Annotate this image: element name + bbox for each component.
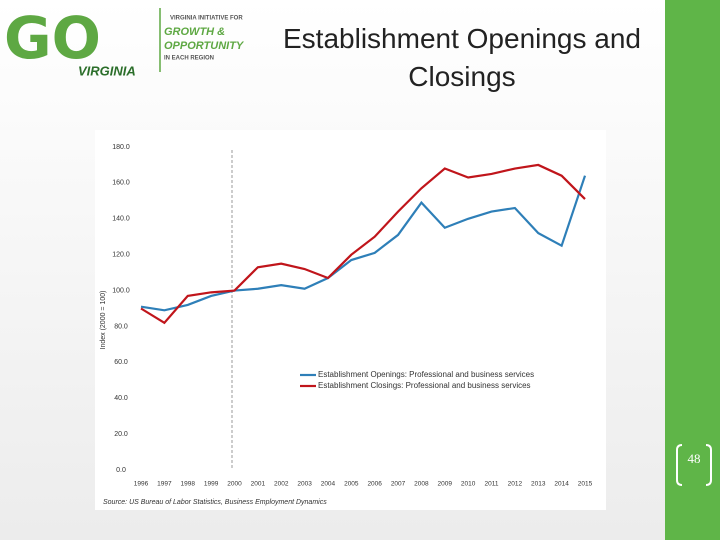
logo-line: OPPORTUNITY [164,40,245,52]
logo-line: GROWTH & [164,26,225,38]
x-tick-label: 1998 [181,481,196,488]
x-tick-label: 2008 [414,481,429,488]
x-tick-label: 2003 [297,481,312,488]
legend-label: Establishment Openings: Professional and… [318,370,534,379]
logo-state: VIRGINIA [78,63,136,78]
x-tick-label: 2015 [578,481,593,488]
x-tick-label: 2010 [461,481,476,488]
x-tick-label: 1997 [157,481,172,488]
y-tick-label: 100.0 [112,287,130,294]
y-tick-label: 60.0 [114,359,128,366]
x-tick-label: 2001 [251,481,266,488]
x-tick-label: 2002 [274,481,289,488]
chart-area [95,130,606,510]
x-tick-label: 2009 [438,481,453,488]
x-tick-label: 2011 [485,481,499,488]
x-tick-label: 2000 [227,481,242,488]
source: Source: US Bureau of Labor Statistics, B… [103,499,327,506]
x-tick-label: 1999 [204,481,219,488]
bracket [676,444,683,486]
logo-line: IN EACH REGION [164,56,214,62]
y-tick-label: 0.0 [116,467,126,474]
slide-number: 48 [688,451,701,466]
x-tick-label: 2012 [508,481,523,488]
legend-label: Establishment Closings: Professional and… [318,381,531,390]
logo-line: VIRGINIA INITIATIVE FOR [170,16,243,22]
x-tick-label: 2007 [391,481,406,488]
x-tick-label: 1996 [134,481,149,488]
y-tick-label: 180.0 [112,144,130,151]
legend: Establishment Openings: Professional and… [300,370,534,390]
x-tick-label: 2006 [367,481,382,488]
y-tick-label: 20.0 [114,431,128,438]
title-box: Establishment Openings and Closings [283,23,641,92]
x-tick-label: 2014 [554,481,569,488]
y-tick-label: 120.0 [112,252,130,259]
y-tick-label: 140.0 [112,216,130,223]
logo: GO VIRGINIA VIRGINIA INITIATIVE FOR GROW… [4,4,245,78]
x-tick-label: 2005 [344,481,359,488]
chart-title: Establishment Openings and Closings [283,23,641,92]
y-tick-label: 160.0 [112,180,130,187]
logo-mark: GO [4,4,101,72]
y-axis-label: Index (2000 = 100) [100,291,107,350]
series-line [140,163,586,325]
x-tick-label: 2004 [321,481,336,488]
y-tick-label: 40.0 [114,395,128,402]
bracket [705,444,712,486]
x-tick-label: 2013 [531,481,546,488]
y-tick-label: 80.0 [114,323,128,330]
series-line [140,175,587,312]
